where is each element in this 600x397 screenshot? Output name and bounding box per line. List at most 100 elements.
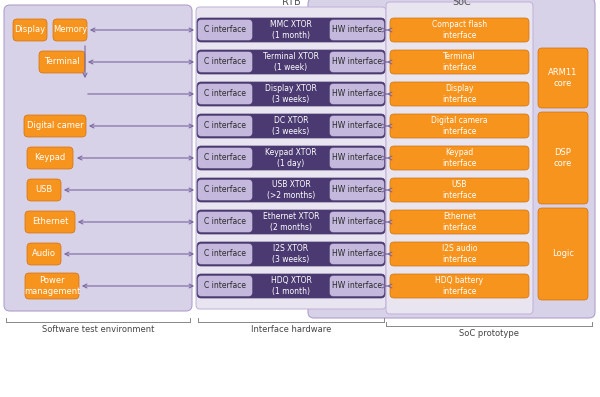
FancyBboxPatch shape (198, 84, 252, 104)
FancyBboxPatch shape (197, 50, 385, 74)
Text: SoC prototype: SoC prototype (459, 328, 519, 337)
Text: HW interface: HW interface (332, 281, 382, 291)
FancyBboxPatch shape (198, 20, 252, 40)
Text: Terminal XTOR
(1 week): Terminal XTOR (1 week) (263, 52, 319, 71)
Text: USB XTOR
(>2 months): USB XTOR (>2 months) (267, 181, 315, 200)
FancyBboxPatch shape (390, 242, 529, 266)
FancyBboxPatch shape (538, 208, 588, 300)
Text: HW interface: HW interface (332, 58, 382, 67)
Text: Display XTOR
(3 weeks): Display XTOR (3 weeks) (265, 85, 317, 104)
Text: DC XTOR
(3 weeks): DC XTOR (3 weeks) (272, 116, 310, 135)
FancyBboxPatch shape (330, 116, 384, 136)
FancyBboxPatch shape (39, 51, 85, 73)
Text: Compact flash
interface: Compact flash interface (432, 21, 487, 40)
FancyBboxPatch shape (198, 180, 252, 200)
Text: HDQ XTOR
(1 month): HDQ XTOR (1 month) (271, 276, 311, 295)
FancyBboxPatch shape (4, 5, 192, 311)
FancyBboxPatch shape (330, 20, 384, 40)
Text: C interface: C interface (204, 58, 246, 67)
FancyBboxPatch shape (198, 276, 252, 296)
Text: Keypad: Keypad (34, 154, 65, 162)
Text: ARM11
core: ARM11 core (548, 68, 578, 87)
Text: Terminal: Terminal (44, 58, 80, 67)
FancyBboxPatch shape (330, 244, 384, 264)
Text: I2S XTOR
(3 weeks): I2S XTOR (3 weeks) (272, 245, 310, 264)
Text: HDQ battery
interface: HDQ battery interface (436, 276, 484, 295)
Text: C interface: C interface (204, 25, 246, 35)
Text: Display: Display (14, 25, 46, 35)
Text: C interface: C interface (204, 281, 246, 291)
FancyBboxPatch shape (198, 244, 252, 264)
FancyBboxPatch shape (197, 18, 385, 42)
Text: HW interface: HW interface (332, 249, 382, 258)
Text: Ethernet: Ethernet (32, 218, 68, 227)
Text: C interface: C interface (204, 154, 246, 162)
FancyBboxPatch shape (386, 2, 533, 314)
FancyBboxPatch shape (330, 212, 384, 232)
Text: Keypad
interface: Keypad interface (442, 148, 476, 168)
FancyBboxPatch shape (390, 210, 529, 234)
FancyBboxPatch shape (330, 148, 384, 168)
FancyBboxPatch shape (24, 115, 86, 137)
FancyBboxPatch shape (390, 146, 529, 170)
FancyBboxPatch shape (330, 180, 384, 200)
Text: Logic: Logic (552, 249, 574, 258)
FancyBboxPatch shape (27, 147, 73, 169)
Text: HW interface: HW interface (332, 89, 382, 98)
FancyBboxPatch shape (198, 116, 252, 136)
Text: I2S audio
interface: I2S audio interface (442, 245, 477, 264)
Text: Digital camer: Digital camer (26, 121, 83, 131)
Text: Keypad XTOR
(1 day): Keypad XTOR (1 day) (265, 148, 317, 168)
FancyBboxPatch shape (198, 52, 252, 72)
Text: C interface: C interface (204, 89, 246, 98)
Text: Ethernet XTOR
(2 months): Ethernet XTOR (2 months) (263, 212, 319, 231)
FancyBboxPatch shape (330, 276, 384, 296)
FancyBboxPatch shape (198, 148, 252, 168)
Text: Interface hardware: Interface hardware (251, 324, 331, 333)
FancyBboxPatch shape (390, 82, 529, 106)
Text: Ethernet
interface: Ethernet interface (442, 212, 476, 231)
Text: C interface: C interface (204, 249, 246, 258)
Text: HW interface: HW interface (332, 218, 382, 227)
FancyBboxPatch shape (390, 114, 529, 138)
FancyBboxPatch shape (27, 243, 61, 265)
Text: C interface: C interface (204, 218, 246, 227)
FancyBboxPatch shape (25, 211, 75, 233)
FancyBboxPatch shape (390, 18, 529, 42)
FancyBboxPatch shape (197, 210, 385, 234)
FancyBboxPatch shape (27, 179, 61, 201)
FancyBboxPatch shape (197, 114, 385, 138)
Text: HW interface: HW interface (332, 185, 382, 195)
FancyBboxPatch shape (197, 274, 385, 298)
FancyBboxPatch shape (330, 52, 384, 72)
FancyBboxPatch shape (390, 178, 529, 202)
FancyBboxPatch shape (197, 146, 385, 170)
Text: C interface: C interface (204, 121, 246, 131)
Text: Software test environment: Software test environment (42, 324, 154, 333)
Text: Power
management: Power management (24, 276, 80, 295)
Text: DSP
core: DSP core (554, 148, 572, 168)
FancyBboxPatch shape (53, 19, 87, 41)
Text: Audio: Audio (32, 249, 56, 258)
Text: PC: PC (91, 0, 105, 1)
Text: Terminal
interface: Terminal interface (442, 52, 476, 71)
Text: MMC XTOR
(1 month): MMC XTOR (1 month) (270, 21, 312, 40)
FancyBboxPatch shape (538, 48, 588, 108)
FancyBboxPatch shape (538, 112, 588, 204)
Text: C interface: C interface (204, 185, 246, 195)
FancyBboxPatch shape (197, 242, 385, 266)
Text: Memory: Memory (53, 25, 87, 35)
Text: USB
interface: USB interface (442, 181, 476, 200)
FancyBboxPatch shape (390, 274, 529, 298)
FancyBboxPatch shape (197, 178, 385, 202)
FancyBboxPatch shape (25, 273, 79, 299)
FancyBboxPatch shape (198, 212, 252, 232)
FancyBboxPatch shape (390, 50, 529, 74)
FancyBboxPatch shape (197, 82, 385, 106)
Text: RTB: RTB (281, 0, 301, 7)
FancyBboxPatch shape (330, 84, 384, 104)
Text: HW interface: HW interface (332, 154, 382, 162)
FancyBboxPatch shape (196, 7, 386, 309)
FancyBboxPatch shape (308, 0, 595, 318)
Text: HW interface: HW interface (332, 121, 382, 131)
